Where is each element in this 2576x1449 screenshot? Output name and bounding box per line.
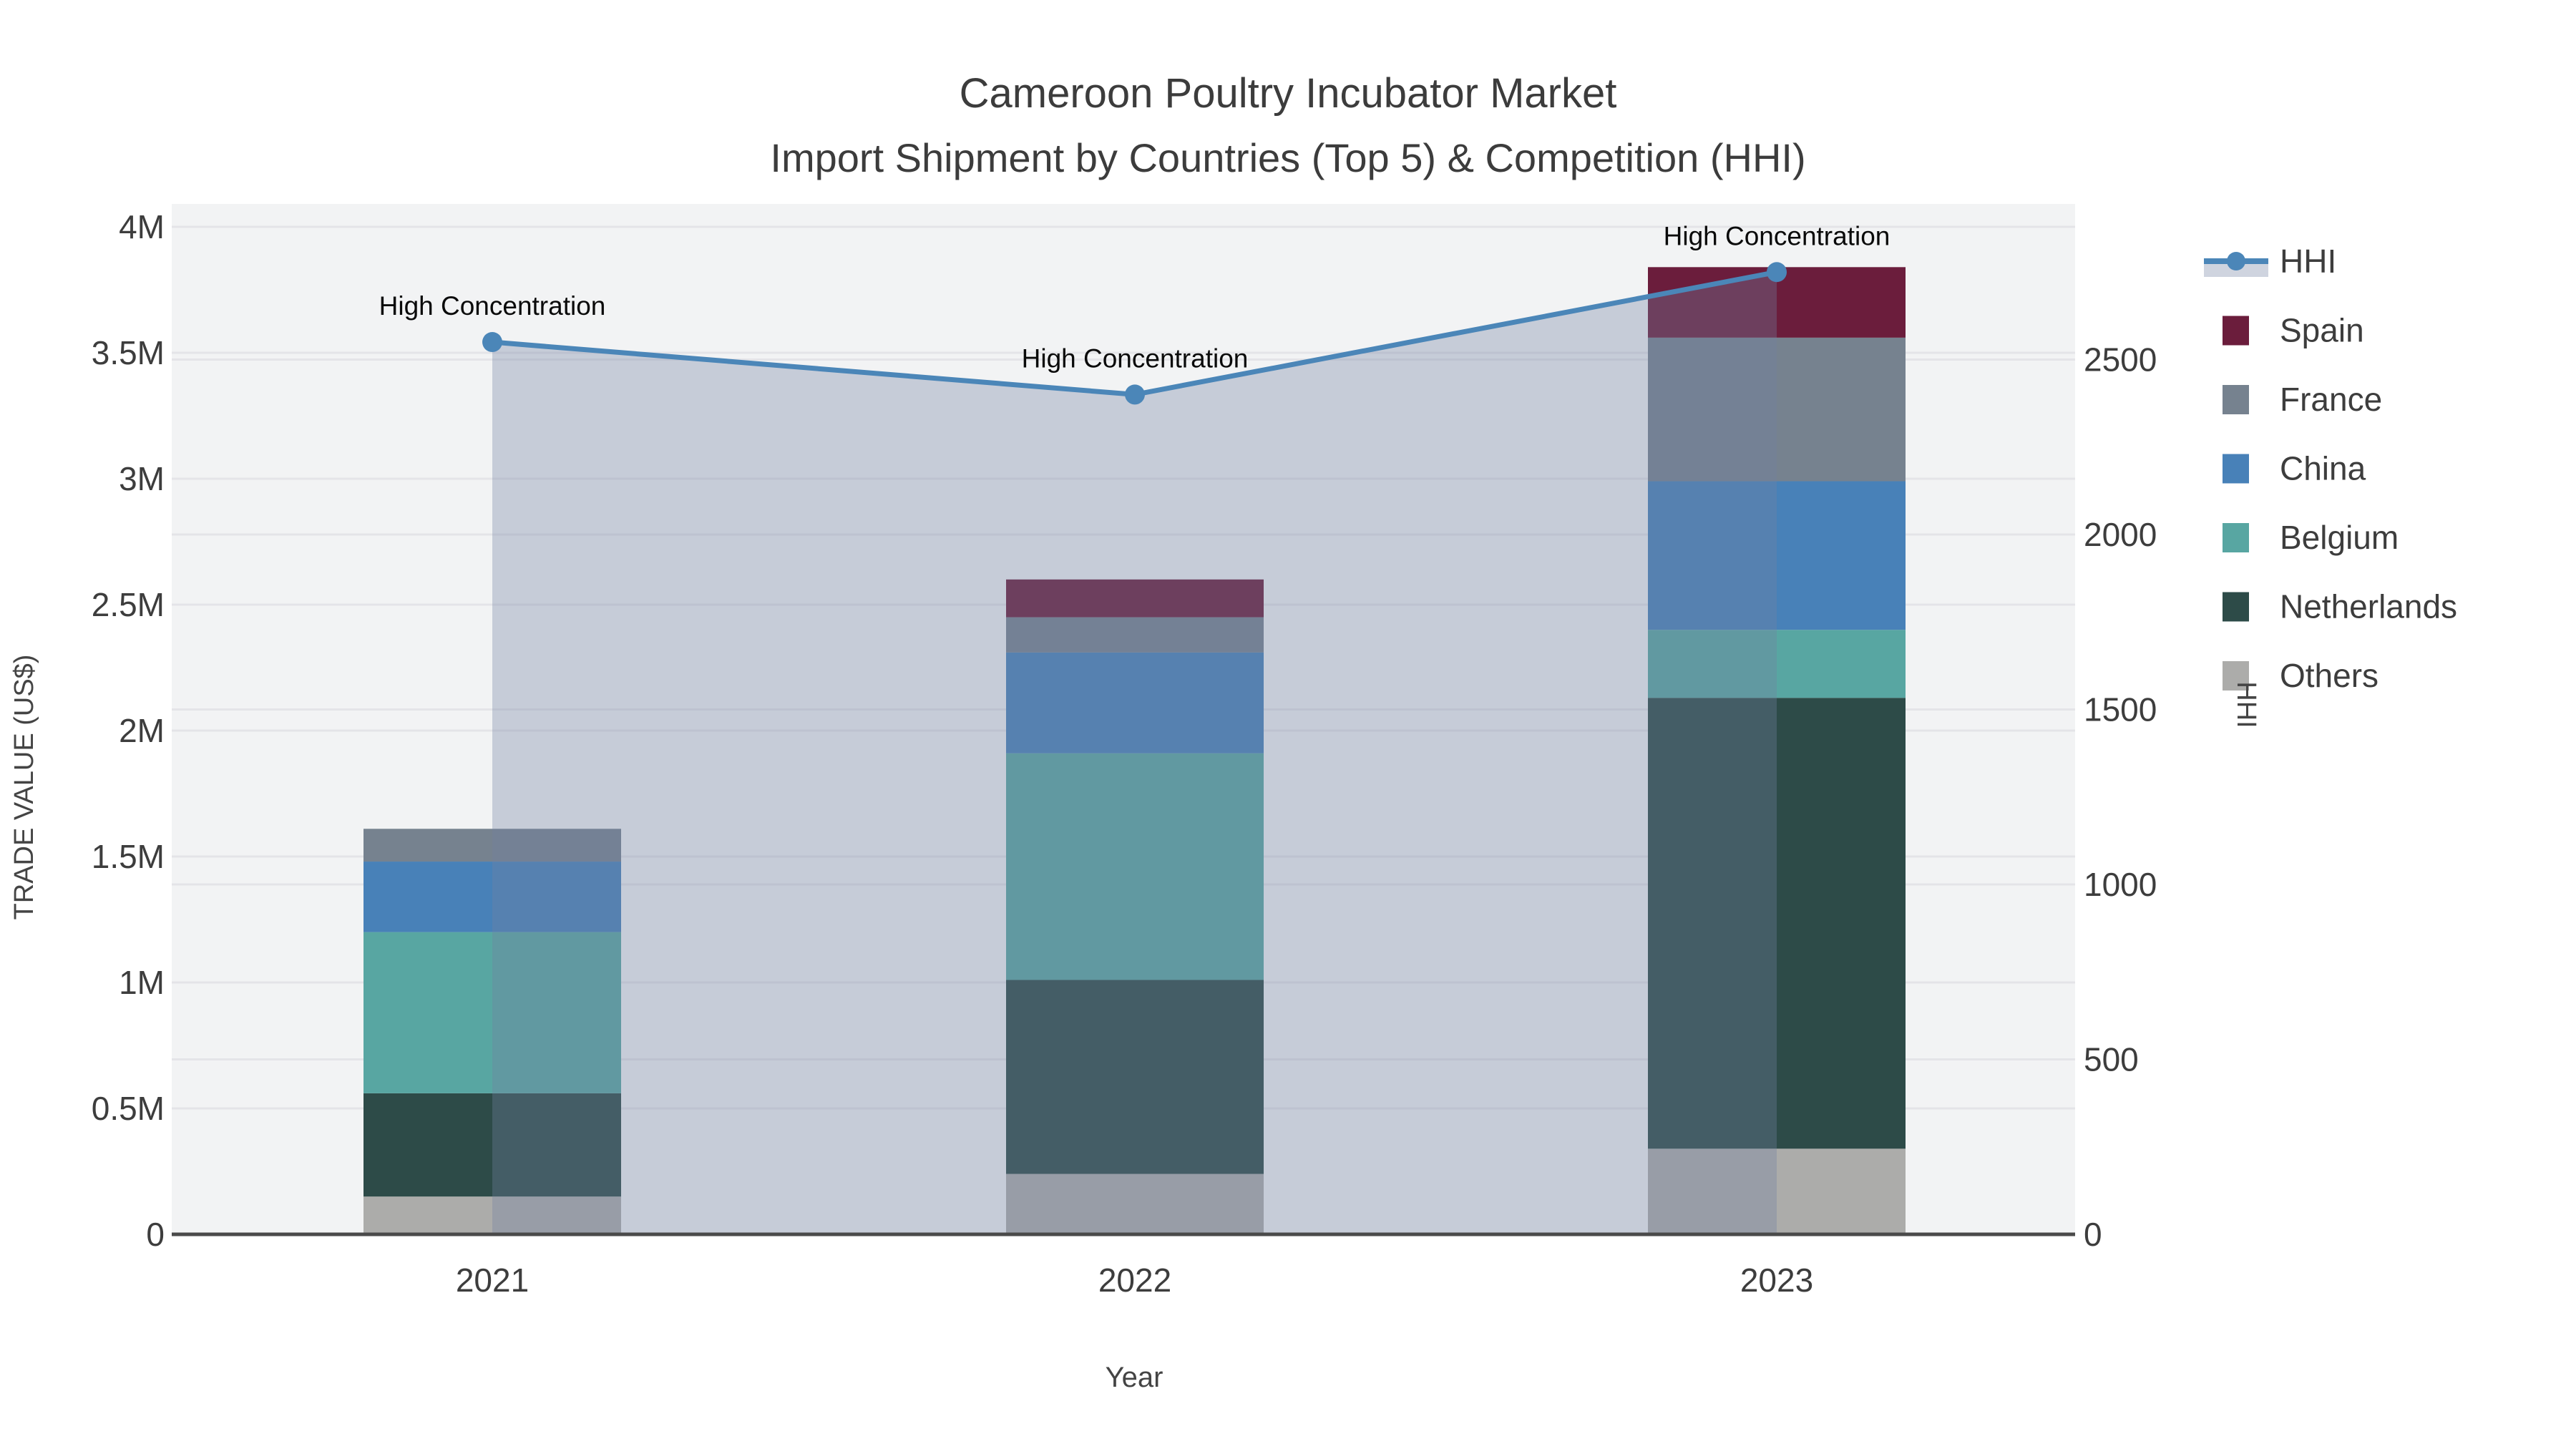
right-tick-label: 2000	[2084, 516, 2157, 553]
left-tick-label: 1.5M	[92, 838, 165, 875]
right-axis-ticks: 0 500 1000 1500 2000 2500	[2084, 341, 2157, 1254]
legend-label-netherlands: Netherlands	[2280, 588, 2457, 625]
hhi-area-fill	[492, 272, 1777, 1234]
legend-label-france: France	[2280, 381, 2382, 418]
legend-label-spain: Spain	[2280, 312, 2364, 349]
legend-hhi-marker-sample	[2227, 252, 2245, 270]
right-axis-title: HHI	[2231, 681, 2261, 728]
left-tick-label: 0	[146, 1216, 165, 1253]
bar-segment-netherlands-2021[interactable]	[364, 1093, 621, 1197]
bar-segment-belgium-2021[interactable]	[364, 932, 621, 1093]
bar-segment-china-2023[interactable]	[1648, 481, 1906, 630]
bar-segment-netherlands-2022[interactable]	[1006, 980, 1264, 1174]
hhi-marker-2021[interactable]	[482, 332, 502, 353]
legend-item-netherlands[interactable]: Netherlands	[2223, 588, 2457, 625]
legend-swatch-netherlands	[2223, 592, 2249, 622]
left-axis-ticks: 0 0.5M 1M 1.5M 2M 2.5M 3M 3.5M 4M	[92, 208, 165, 1253]
legend-item-france[interactable]: France	[2223, 381, 2382, 418]
hhi-marker-2022[interactable]	[1125, 384, 1145, 405]
legend-swatch-spain	[2223, 316, 2249, 346]
bar-segment-others-2023[interactable]	[1648, 1148, 1906, 1234]
legend-item-hhi[interactable]: HHI	[2204, 243, 2336, 280]
x-axis-title: Year	[1106, 1362, 1163, 1393]
x-axis-ticks: 2021 2022 2023	[456, 1262, 1813, 1299]
legend-item-others[interactable]: Others	[2223, 657, 2379, 694]
bar-segment-netherlands-2023[interactable]	[1648, 698, 1906, 1149]
legend-item-spain[interactable]: Spain	[2223, 312, 2364, 349]
legend-label-china: China	[2280, 450, 2366, 487]
bar-segment-france-2021[interactable]	[364, 829, 621, 862]
legend-item-china[interactable]: China	[2223, 450, 2366, 487]
bar-segment-belgium-2022[interactable]	[1006, 753, 1264, 980]
annotation-2021: High Concentration	[379, 291, 606, 321]
legend-swatch-france	[2223, 385, 2249, 414]
bar-segment-china-2022[interactable]	[1006, 652, 1264, 753]
annotation-2022: High Concentration	[1022, 343, 1249, 373]
bar-segment-spain-2022[interactable]	[1006, 579, 1264, 618]
left-tick-label: 3M	[119, 460, 165, 497]
hhi-line-layer	[482, 262, 1787, 1234]
hhi-marker-2023[interactable]	[1767, 262, 1787, 283]
legend-swatch-others	[2223, 661, 2249, 691]
bar-segment-belgium-2023[interactable]	[1648, 630, 1906, 698]
right-tick-label: 1000	[2084, 866, 2157, 903]
right-tick-label: 500	[2084, 1041, 2139, 1078]
x-tick-label-2022: 2022	[1098, 1262, 1171, 1299]
bar-segment-others-2022[interactable]	[1006, 1174, 1264, 1234]
x-tick-label-2021: 2021	[456, 1262, 529, 1299]
legend-label-hhi: HHI	[2280, 243, 2336, 280]
legend-label-others: Others	[2280, 657, 2379, 694]
x-tick-label-2023: 2023	[1740, 1262, 1813, 1299]
left-tick-label: 2.5M	[92, 586, 165, 623]
right-tick-label: 1500	[2084, 691, 2157, 728]
chart-title: Cameroon Poultry Incubator Market	[960, 70, 1617, 117]
stacked-bars	[364, 267, 1906, 1234]
left-tick-label: 0.5M	[92, 1090, 165, 1127]
left-tick-label: 3.5M	[92, 334, 165, 371]
bar-segment-france-2022[interactable]	[1006, 617, 1264, 653]
legend-swatch-belgium	[2223, 523, 2249, 552]
right-tick-label: 0	[2084, 1216, 2102, 1253]
legend-swatch-china	[2223, 454, 2249, 484]
bar-segment-others-2021[interactable]	[364, 1196, 621, 1234]
chart-subtitle: Import Shipment by Countries (Top 5) & C…	[770, 135, 1805, 180]
legend: HHI Spain France China Belgium Netherlands Oth…	[2204, 243, 2457, 694]
left-tick-label: 1M	[119, 964, 165, 1001]
annotation-2023: High Concentration	[1664, 221, 1890, 250]
left-tick-label: 4M	[119, 208, 165, 245]
right-tick-label: 2500	[2084, 341, 2157, 379]
legend-item-belgium[interactable]: Belgium	[2223, 519, 2399, 556]
left-tick-label: 2M	[119, 712, 165, 749]
legend-label-belgium: Belgium	[2280, 519, 2399, 556]
annotations: High Concentration High Concentration High…	[379, 221, 1890, 373]
left-axis-title: TRADE VALUE (US$)	[9, 655, 39, 920]
bar-segment-china-2021[interactable]	[364, 862, 621, 932]
bar-segment-france-2023[interactable]	[1648, 337, 1906, 482]
